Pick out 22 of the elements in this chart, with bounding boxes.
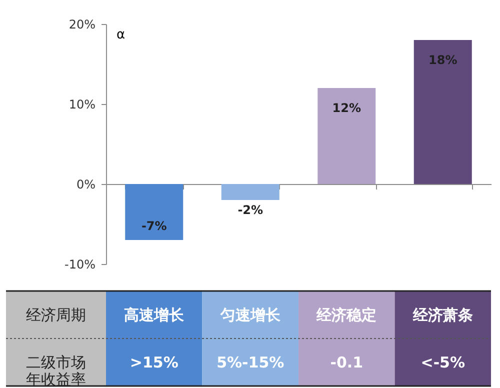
data-label: 18%	[428, 53, 458, 67]
x-tick-label: 经济稳定	[316, 306, 377, 324]
x-tick-label: 经济萧条	[412, 306, 473, 324]
bar	[318, 88, 376, 184]
text: -0.1	[330, 353, 364, 372]
y-tick-label: 0%	[76, 178, 96, 192]
data-label: -2%	[238, 203, 264, 217]
x-tick-label: 高速增长	[124, 306, 186, 324]
bar	[414, 40, 472, 184]
y-tick-label: -10%	[64, 258, 96, 272]
y-tick-label: 10%	[68, 98, 96, 112]
x-axis-title: 经济周期	[26, 306, 86, 324]
text: 5%-15%	[216, 353, 284, 372]
bar	[221, 184, 280, 200]
text: >15%	[130, 353, 178, 372]
bar	[125, 184, 184, 240]
y-axis-title: α	[116, 28, 126, 42]
y-tick-label: 20%	[68, 18, 96, 32]
data-label: 12%	[332, 101, 361, 115]
text: <-5%	[420, 353, 466, 372]
data-label: -7%	[141, 219, 167, 233]
x-tick-label: 匀速增长	[219, 306, 282, 324]
